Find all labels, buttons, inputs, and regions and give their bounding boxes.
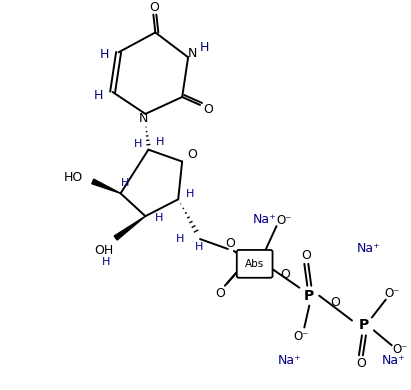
Text: O⁻: O⁻ (277, 214, 292, 227)
Text: O⁻: O⁻ (384, 287, 399, 300)
Polygon shape (92, 179, 120, 193)
Text: OH: OH (94, 245, 113, 257)
Text: H: H (102, 257, 110, 267)
Text: O: O (203, 103, 213, 117)
Text: H: H (156, 137, 164, 147)
Text: HO: HO (63, 171, 83, 184)
Text: Na⁺: Na⁺ (382, 354, 406, 367)
Text: Abs: Abs (245, 259, 264, 269)
Text: H: H (195, 242, 203, 252)
FancyBboxPatch shape (237, 250, 272, 278)
Text: H: H (94, 89, 104, 101)
Text: O: O (215, 287, 225, 300)
Text: N: N (139, 112, 148, 125)
Text: O⁻: O⁻ (293, 330, 309, 343)
Text: H: H (100, 48, 109, 61)
Text: O: O (150, 1, 159, 14)
Text: O: O (187, 148, 197, 161)
Polygon shape (114, 216, 145, 240)
Text: P: P (304, 289, 314, 303)
Text: Na⁺: Na⁺ (357, 243, 381, 255)
Text: H: H (155, 213, 164, 223)
Text: H: H (199, 41, 209, 54)
Text: O: O (301, 250, 311, 262)
Text: H: H (121, 178, 130, 188)
Text: H: H (186, 189, 194, 199)
Text: Na⁺: Na⁺ (253, 213, 277, 226)
Text: H: H (176, 234, 185, 244)
Text: H: H (134, 139, 143, 149)
Text: O: O (225, 236, 235, 250)
Text: O: O (330, 296, 340, 309)
Text: Na⁺: Na⁺ (277, 354, 301, 367)
Text: P: P (359, 319, 369, 332)
Text: O: O (281, 268, 291, 281)
Text: N: N (187, 47, 197, 60)
Text: O⁻: O⁻ (392, 343, 407, 356)
Text: O: O (356, 357, 366, 370)
